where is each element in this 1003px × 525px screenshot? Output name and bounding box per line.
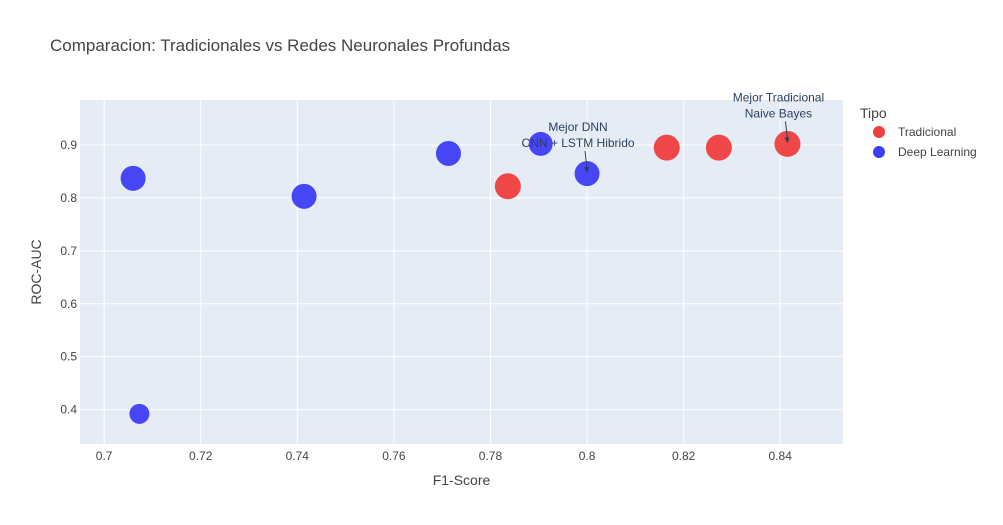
data-point-deep-learning[interactable] <box>291 183 317 209</box>
scatter-points <box>120 130 801 424</box>
data-point-tradicional[interactable] <box>705 134 732 161</box>
x-tick-label: 0.82 <box>672 449 696 463</box>
y-axis-ticks: 0.4 0.5 0.6 0.7 0.8 0.9 <box>60 138 77 417</box>
data-point-deep-learning[interactable] <box>574 161 600 187</box>
annotation-text: Mejor Tradicional <box>733 90 824 104</box>
grid-lines <box>80 100 843 444</box>
annotation-text: Naive Bayes <box>745 106 812 120</box>
x-axis-title: F1-Score <box>433 472 491 488</box>
annotation-text: CNN + LSTM Hibrido <box>522 136 635 150</box>
annotation-arrowhead <box>784 137 790 144</box>
y-tick-label: 0.5 <box>60 350 77 364</box>
x-tick-label: 0.8 <box>579 449 596 463</box>
x-axis-ticks: 0.7 0.72 0.74 0.76 0.78 0.8 0.82 0.84 <box>96 449 792 463</box>
data-point-tradicional[interactable] <box>653 134 680 161</box>
chart-title: Comparacion: Tradicionales vs Redes Neur… <box>50 36 510 55</box>
data-point-deep-learning[interactable] <box>528 131 553 156</box>
legend-label: Tradicional <box>898 125 956 139</box>
x-tick-label: 0.78 <box>479 449 503 463</box>
data-point-deep-learning[interactable] <box>435 140 461 166</box>
x-tick-label: 0.84 <box>769 449 793 463</box>
legend-item-tradicional[interactable]: Tradicional <box>873 125 956 139</box>
annotation-arrowhead <box>584 167 590 174</box>
legend-label: Deep Learning <box>898 145 977 159</box>
legend-marker <box>873 126 885 138</box>
legend-item-deep-learning[interactable]: Deep Learning <box>873 145 977 159</box>
x-tick-label: 0.7 <box>96 449 113 463</box>
y-tick-label: 0.6 <box>60 297 77 311</box>
data-point-tradicional[interactable] <box>774 130 801 157</box>
legend-marker <box>873 146 885 158</box>
annotation-arrow <box>584 151 588 170</box>
data-point-deep-learning[interactable] <box>129 403 150 424</box>
annotation-text: Mejor DNN <box>548 120 607 134</box>
x-tick-label: 0.72 <box>189 449 213 463</box>
annotations: Mejor DNN CNN + LSTM Hibrido Mejor Tradici… <box>522 90 824 174</box>
y-axis-title: ROC-AUC <box>28 239 44 304</box>
x-tick-label: 0.74 <box>286 449 310 463</box>
y-tick-label: 0.4 <box>60 403 77 417</box>
x-tick-label: 0.76 <box>382 449 406 463</box>
annotation-arrow <box>784 121 788 140</box>
legend[interactable]: Tipo Tradicional Deep Learning <box>860 105 977 159</box>
y-tick-label: 0.7 <box>60 244 77 258</box>
legend-title: Tipo <box>860 105 887 121</box>
data-point-tradicional[interactable] <box>494 173 521 200</box>
y-tick-label: 0.8 <box>60 191 77 205</box>
data-point-deep-learning[interactable] <box>120 165 146 191</box>
y-tick-label: 0.9 <box>60 138 77 152</box>
annotation: Mejor DNN CNN + LSTM Hibrido <box>522 120 635 174</box>
annotation: Mejor Tradicional Naive Bayes <box>733 90 824 144</box>
